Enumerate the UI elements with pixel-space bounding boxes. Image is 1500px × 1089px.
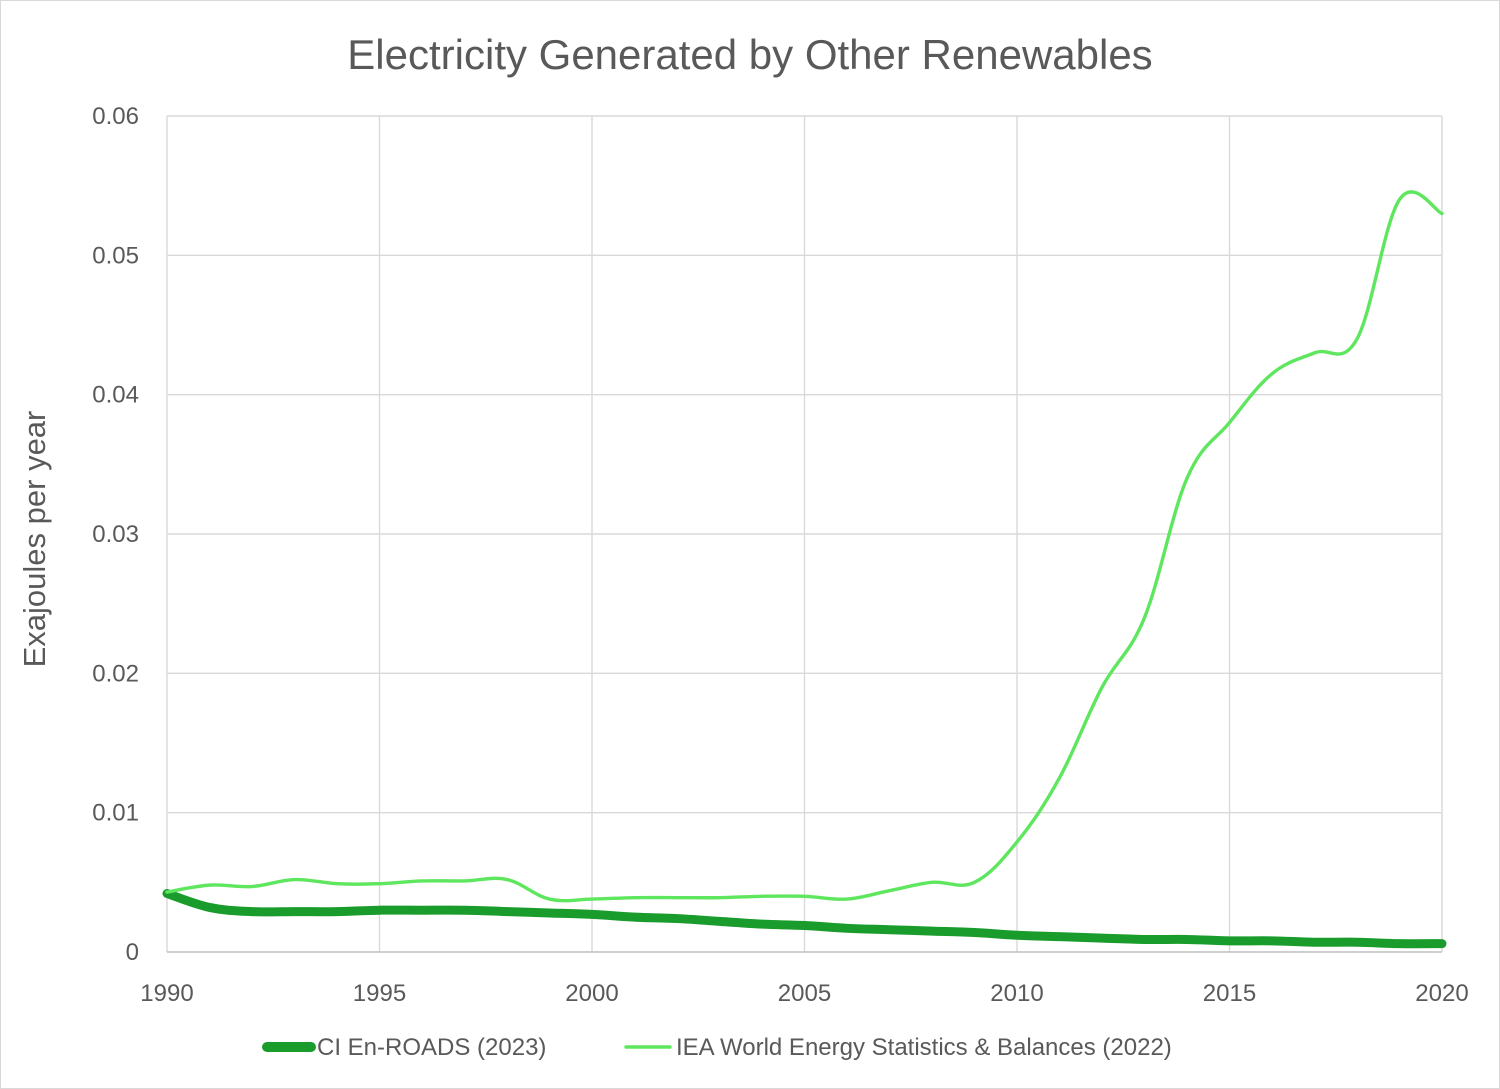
series-lines [162, 190, 1447, 949]
x-tick-label: 2010 [990, 980, 1043, 1007]
y-tick-label: 0 [126, 939, 139, 966]
x-tick-label: 2000 [565, 980, 618, 1007]
y-tick-labels: 0 0.01 0.02 0.03 0.04 0.05 0.06 [92, 103, 139, 966]
series-line-ci-en-roads [162, 888, 1447, 949]
y-tick-label: 0.06 [92, 103, 139, 130]
x-tick-label: 2015 [1203, 980, 1256, 1007]
chart-title: Electricity Generated by Other Renewable… [347, 31, 1152, 78]
y-axis-label: Exajoules per year [17, 411, 52, 668]
y-tick-label: 0.05 [92, 242, 139, 269]
legend-label-iea: IEA World Energy Statistics & Balances (… [676, 1034, 1172, 1061]
legend: CI En-ROADS (2023) IEA World Energy Stat… [262, 1034, 1172, 1061]
y-tick-label: 0.03 [92, 521, 139, 548]
x-tick-label: 1990 [140, 980, 193, 1007]
y-tick-label: 0.04 [92, 382, 139, 409]
gridlines [166, 115, 1443, 952]
x-tick-label: 1995 [353, 980, 406, 1007]
y-tick-label: 0.01 [92, 800, 139, 827]
y-tick-label: 0.02 [92, 660, 139, 687]
legend-label-ci-en-roads: CI En-ROADS (2023) [317, 1034, 546, 1061]
series-line-iea [165, 190, 1444, 903]
x-tick-labels: 1990 1995 2000 2005 2010 2015 2020 [140, 980, 1468, 1007]
x-tick-label: 2005 [778, 980, 831, 1007]
x-tick-label: 2020 [1415, 980, 1468, 1007]
